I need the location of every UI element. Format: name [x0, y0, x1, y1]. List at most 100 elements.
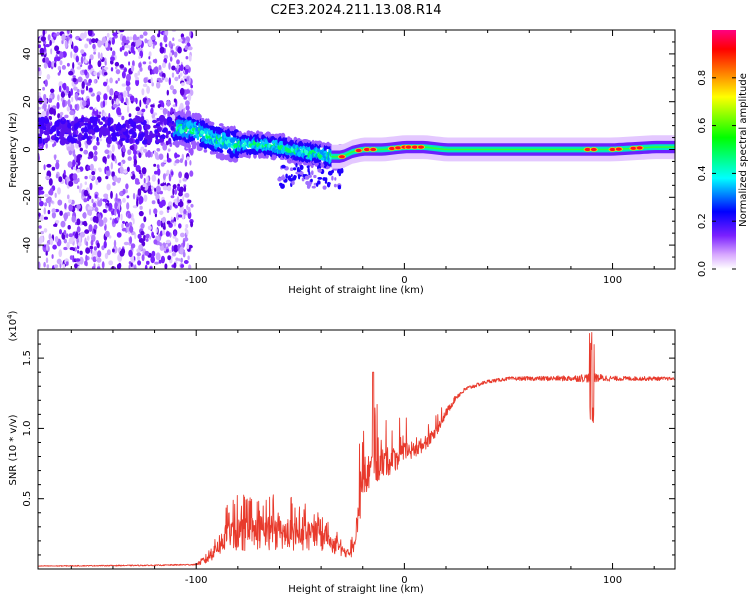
noise-speck: [168, 130, 171, 135]
noise-speck: [179, 200, 184, 208]
noise-speck: [129, 95, 135, 102]
noise-speck: [108, 260, 114, 266]
noise-speck: [120, 137, 126, 141]
noise-speck: [174, 51, 178, 58]
noise-speck: [44, 202, 48, 207]
ridge-speck: [299, 171, 304, 176]
noise-speck: [154, 170, 158, 175]
noise-speck: [59, 138, 66, 146]
noise-speck: [115, 98, 120, 105]
noise-speck: [177, 38, 183, 43]
hot-spot: [590, 147, 597, 152]
noise-speck: [178, 179, 182, 184]
noise-speck: [144, 250, 150, 256]
noise-speck: [95, 179, 99, 186]
noise-speck: [57, 199, 63, 206]
noise-speck: [119, 47, 123, 52]
noise-speck: [94, 107, 97, 112]
noise-speck: [63, 238, 67, 244]
noise-speck: [188, 54, 192, 62]
ridge-speck: [278, 140, 284, 146]
noise-speck: [163, 159, 167, 163]
noise-speck: [119, 30, 125, 33]
noise-speck: [183, 107, 186, 113]
ridge-speck: [218, 123, 224, 127]
noise-speck: [65, 261, 69, 266]
noise-speck: [190, 203, 194, 208]
noise-speck: [121, 45, 125, 51]
noise-speck: [43, 228, 48, 233]
noise-speck: [173, 162, 177, 166]
noise-speck: [62, 83, 66, 89]
noise-speck: [43, 207, 46, 215]
noise-speck: [148, 208, 152, 216]
noise-speck: [81, 81, 85, 89]
noise-speck: [90, 239, 94, 246]
noise-speck: [96, 257, 102, 263]
ridge-speck: [224, 145, 228, 150]
noise-speck: [187, 206, 191, 214]
noise-speck: [38, 186, 44, 191]
noise-speck: [166, 209, 170, 213]
noise-speck: [61, 116, 65, 121]
noise-speck: [77, 241, 82, 247]
ridge-speck: [187, 143, 191, 149]
noise-speck: [126, 195, 130, 199]
noise-speck: [139, 34, 144, 39]
noise-speck: [112, 218, 115, 225]
noise-speck: [57, 94, 60, 101]
noise-speck: [157, 178, 160, 185]
noise-speck: [100, 52, 103, 60]
noise-speck: [96, 141, 100, 146]
noise-speck: [51, 211, 57, 219]
noise-speck: [117, 121, 121, 130]
noise-speck: [42, 103, 47, 109]
noise-speck: [40, 214, 44, 222]
noise-speck: [132, 124, 137, 130]
noise-speck: [110, 56, 115, 62]
noise-speck: [127, 87, 130, 96]
noise-speck: [158, 126, 163, 132]
hot-spot: [338, 155, 345, 159]
noise-speck: [165, 231, 171, 237]
noise-speck: [184, 45, 189, 51]
noise-speck: [62, 99, 66, 108]
noise-speck: [172, 187, 175, 196]
noise-speck: [70, 51, 73, 59]
noise-speck: [56, 31, 60, 36]
noise-speck: [73, 123, 79, 131]
noise-speck: [165, 43, 168, 48]
noise-speck: [88, 209, 93, 216]
noise-speck: [145, 233, 150, 239]
noise-speck: [155, 252, 161, 261]
noise-speck: [155, 138, 160, 143]
ridge-speck: [324, 165, 327, 169]
noise-speck: [98, 219, 104, 227]
noise-speck: [38, 97, 43, 105]
noise-speck: [45, 175, 50, 180]
ridge-speck: [324, 177, 328, 182]
y-tick-label: 20: [22, 95, 33, 108]
noise-speck: [136, 111, 141, 116]
noise-speck: [88, 65, 92, 70]
noise-speck: [74, 154, 77, 162]
noise-speck: [84, 43, 89, 49]
noise-speck: [134, 72, 138, 78]
noise-speck: [75, 55, 80, 63]
y-tick-label: 1.0: [22, 420, 33, 436]
noise-speck: [111, 132, 118, 138]
noise-speck: [46, 74, 51, 80]
noise-speck: [158, 153, 164, 160]
noise-speck: [110, 67, 114, 72]
noise-speck: [139, 99, 142, 108]
hot-spot: [355, 148, 362, 153]
ridge-speck: [307, 167, 310, 173]
noise-speck: [172, 88, 177, 95]
noise-speck: [156, 164, 160, 169]
noise-speck: [149, 191, 153, 195]
noise-speck: [184, 192, 190, 198]
noise-speck: [113, 175, 118, 183]
noise-speck: [113, 239, 117, 248]
noise-speck: [105, 41, 109, 48]
noise-speck: [74, 263, 78, 269]
